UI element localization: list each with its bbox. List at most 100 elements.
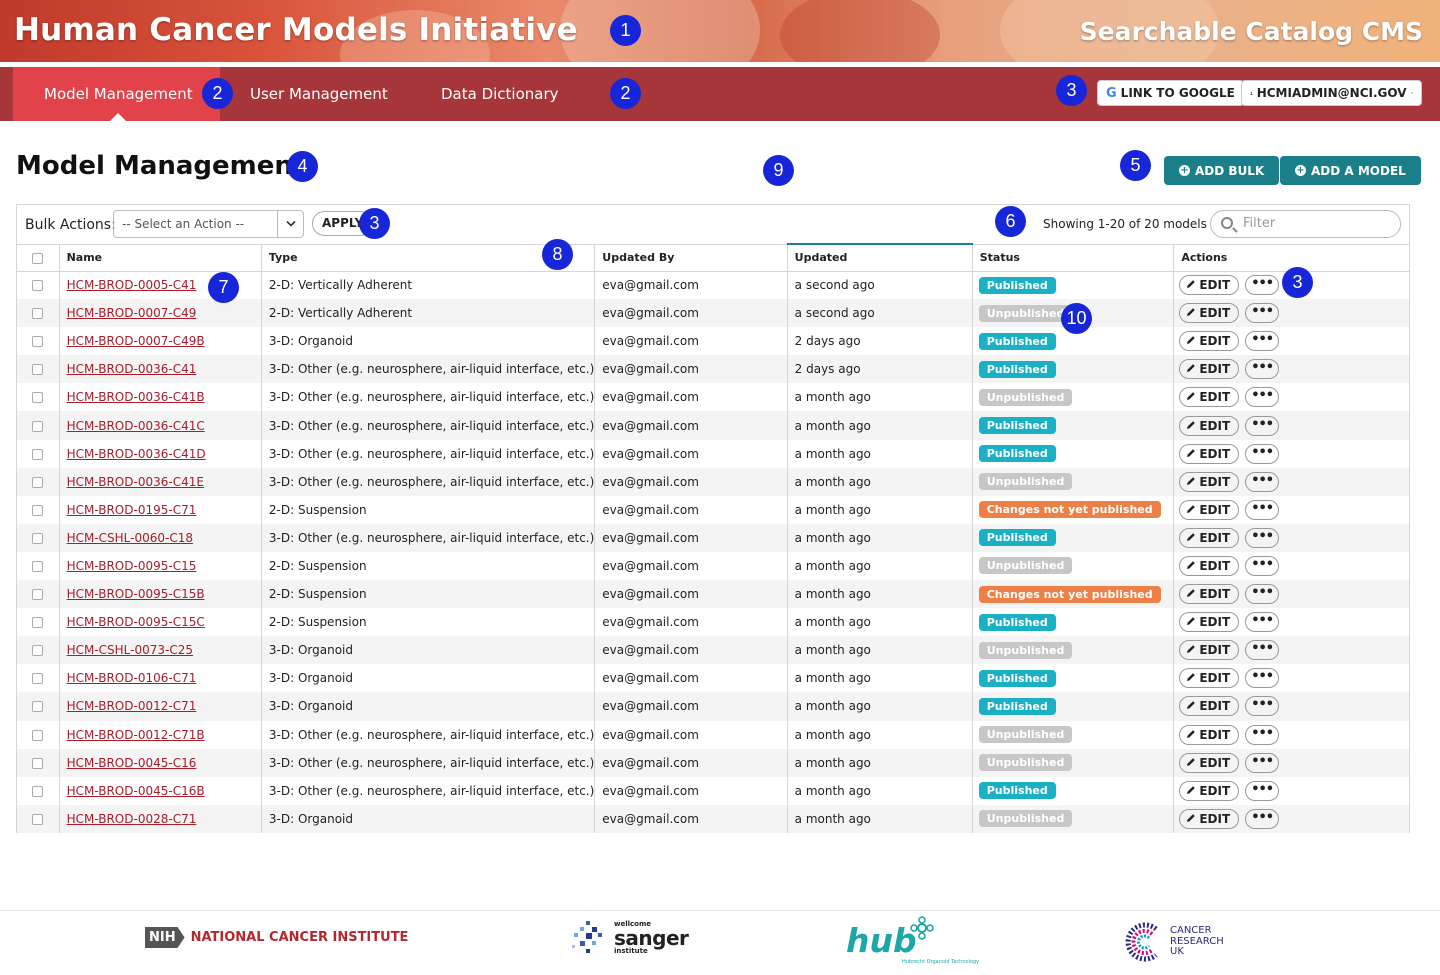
edit-button[interactable]: EDIT [1179, 331, 1240, 352]
model-name-link[interactable]: HCM-BROD-0005-C41 [66, 278, 197, 293]
edit-button[interactable]: EDIT [1179, 415, 1240, 436]
row-checkbox[interactable] [32, 617, 44, 629]
edit-button[interactable]: EDIT [1179, 303, 1240, 324]
more-actions-button[interactable]: ••• [1245, 668, 1280, 689]
edit-button[interactable]: EDIT [1179, 443, 1240, 464]
row-checkbox[interactable] [32, 420, 44, 432]
row-checkbox[interactable] [32, 392, 44, 404]
row-checkbox[interactable] [32, 785, 44, 797]
row-checkbox[interactable] [32, 504, 44, 516]
type-cell: 3-D: Organoid [261, 664, 596, 693]
column-header-type[interactable]: Type [261, 243, 596, 272]
row-checkbox[interactable] [32, 589, 44, 601]
model-name-link[interactable]: HCM-BROD-0036-C41 [66, 362, 197, 377]
edit-button[interactable]: EDIT [1179, 752, 1240, 773]
edit-button[interactable]: EDIT [1179, 696, 1240, 717]
row-checkbox[interactable] [32, 729, 44, 741]
row-checkbox[interactable] [32, 308, 44, 320]
column-header-updated[interactable]: Updated [787, 243, 973, 272]
column-header-name[interactable]: Name [59, 243, 262, 272]
bulk-action-select[interactable]: -- Select an Action -- [113, 210, 304, 238]
row-checkbox[interactable] [32, 701, 44, 713]
model-name-link[interactable]: HCM-CSHL-0060-C18 [66, 530, 194, 545]
more-actions-button[interactable]: ••• [1245, 499, 1280, 520]
edit-button[interactable]: EDIT [1179, 724, 1240, 745]
more-actions-button[interactable]: ••• [1245, 612, 1280, 633]
edit-button[interactable]: EDIT [1179, 275, 1240, 296]
row-checkbox[interactable] [32, 336, 44, 348]
more-actions-button[interactable]: ••• [1245, 471, 1280, 492]
row-checkbox[interactable] [32, 560, 44, 572]
edit-button[interactable]: EDIT [1179, 808, 1240, 829]
more-actions-button[interactable]: ••• [1245, 415, 1280, 436]
more-actions-button[interactable]: ••• [1245, 696, 1280, 717]
nci-logo[interactable]: NIH NATIONAL CANCER INSTITUTE [145, 927, 408, 948]
select-all-checkbox[interactable] [32, 252, 44, 264]
model-name-link[interactable]: HCM-BROD-0007-C49B [66, 334, 205, 349]
row-checkbox[interactable] [32, 673, 44, 685]
edit-button[interactable]: EDIT [1179, 387, 1240, 408]
model-name-link[interactable]: HCM-BROD-0036-C41D [66, 446, 206, 461]
more-actions-button[interactable]: ••• [1245, 275, 1280, 296]
edit-button[interactable]: EDIT [1179, 471, 1240, 492]
model-name-link[interactable]: HCM-BROD-0036-C41C [66, 418, 205, 433]
more-actions-button[interactable]: ••• [1245, 724, 1280, 745]
user-menu-button[interactable]: HCMIADMIN@NCI.GOV [1241, 80, 1422, 106]
sanger-logo[interactable]: wellcome sanger institute [570, 919, 689, 957]
row-checkbox[interactable] [32, 532, 44, 544]
tab-data-dictionary[interactable]: Data Dictionary [441, 85, 559, 103]
edit-button[interactable]: EDIT [1179, 640, 1240, 661]
more-actions-button[interactable]: ••• [1245, 303, 1280, 324]
model-name-link[interactable]: HCM-BROD-0012-C71B [66, 727, 205, 742]
more-actions-button[interactable]: ••• [1245, 359, 1280, 380]
column-header-status[interactable]: Status [972, 243, 1175, 272]
more-actions-button[interactable]: ••• [1245, 387, 1280, 408]
edit-button[interactable]: EDIT [1179, 527, 1240, 548]
model-name-link[interactable]: HCM-BROD-0036-C41B [66, 390, 205, 405]
model-name-link[interactable]: HCM-BROD-0095-C15C [66, 615, 205, 630]
row-checkbox[interactable] [32, 476, 44, 488]
link-to-google-button[interactable]: G LINK TO GOOGLE [1097, 80, 1244, 106]
edit-button[interactable]: EDIT [1179, 584, 1240, 605]
edit-button[interactable]: EDIT [1179, 780, 1240, 801]
model-name-link[interactable]: HCM-BROD-0095-C15 [66, 558, 197, 573]
more-actions-button[interactable]: ••• [1245, 555, 1280, 576]
edit-button[interactable]: EDIT [1179, 359, 1240, 380]
model-name-link[interactable]: HCM-BROD-0012-C71 [66, 699, 197, 714]
edit-button[interactable]: EDIT [1179, 555, 1240, 576]
tab-model-management[interactable]: Model Management [13, 67, 220, 121]
more-actions-button[interactable]: ••• [1245, 780, 1280, 801]
model-name-link[interactable]: HCM-BROD-0007-C49 [66, 306, 197, 321]
more-actions-button[interactable]: ••• [1245, 752, 1280, 773]
cruk-logo[interactable]: CANCER RESEARCH UK [1122, 919, 1224, 965]
row-checkbox[interactable] [32, 364, 44, 376]
row-checkbox[interactable] [32, 813, 44, 825]
more-actions-button[interactable]: ••• [1245, 808, 1280, 829]
filter-input[interactable]: Filter [1210, 210, 1401, 238]
model-name-link[interactable]: HCM-BROD-0106-C71 [66, 671, 197, 686]
row-checkbox[interactable] [32, 645, 44, 657]
model-name-link[interactable]: HCM-BROD-0028-C71 [66, 811, 197, 826]
more-actions-button[interactable]: ••• [1245, 527, 1280, 548]
add-bulk-button[interactable]: + ADD BULK [1164, 156, 1280, 185]
row-checkbox[interactable] [32, 757, 44, 769]
edit-button[interactable]: EDIT [1179, 668, 1240, 689]
edit-button[interactable]: EDIT [1179, 612, 1240, 633]
column-header-updated-by[interactable]: Updated By [594, 243, 788, 272]
model-name-link[interactable]: HCM-BROD-0195-C71 [66, 502, 197, 517]
more-actions-button[interactable]: ••• [1245, 640, 1280, 661]
more-actions-button[interactable]: ••• [1245, 331, 1280, 352]
edit-button[interactable]: EDIT [1179, 499, 1240, 520]
add-model-button[interactable]: + ADD A MODEL [1280, 156, 1421, 185]
row-checkbox[interactable] [32, 448, 44, 460]
model-name-link[interactable]: HCM-BROD-0045-C16B [66, 783, 205, 798]
more-actions-button[interactable]: ••• [1245, 584, 1280, 605]
hub-logo[interactable]: hub Hubrecht Organoid Technology [846, 916, 979, 965]
more-actions-button[interactable]: ••• [1245, 443, 1280, 464]
model-name-link[interactable]: HCM-BROD-0036-C41E [66, 474, 204, 489]
row-checkbox[interactable] [32, 280, 44, 292]
model-name-link[interactable]: HCM-BROD-0045-C16 [66, 755, 197, 770]
model-name-link[interactable]: HCM-BROD-0095-C15B [66, 587, 205, 602]
tab-user-management[interactable]: User Management [250, 85, 388, 103]
model-name-link[interactable]: HCM-CSHL-0073-C25 [66, 643, 194, 658]
